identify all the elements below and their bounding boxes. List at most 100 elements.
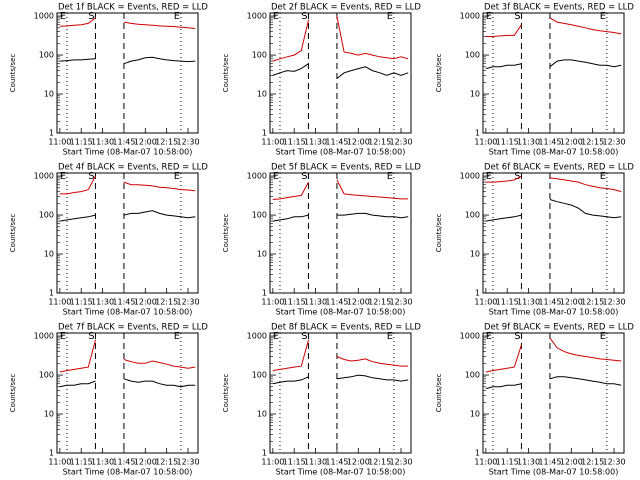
plot-frame [482, 12, 625, 134]
x-tick-label: 12:00 [560, 298, 583, 307]
annotation: S [514, 331, 520, 342]
x-tick-label: 11:30 [91, 138, 114, 147]
chart-title: Det 5f BLACK = Events, RED = LLD [271, 163, 421, 173]
x-tick-label: 12:30 [602, 458, 625, 467]
series-line [272, 179, 409, 200]
series-line [59, 56, 196, 65]
y-tick-label: 1 [475, 289, 480, 298]
y-tick-label: 1 [49, 289, 54, 298]
series-line [272, 339, 409, 372]
y-tick-label: 100 [252, 211, 267, 220]
annotation: S [88, 331, 94, 342]
y-axis-label: Counts/sec [9, 214, 17, 253]
annotation: S [301, 331, 307, 342]
y-tick-label: 1000 [460, 12, 480, 21]
annotation: E [600, 11, 606, 22]
y-axis-label: Counts/sec [9, 374, 17, 413]
y-tick-label: 1000 [460, 172, 480, 181]
annotation: E [486, 331, 492, 342]
y-tick-label: 10 [44, 410, 54, 419]
x-tick-label: 12:00 [347, 298, 370, 307]
y-axis-label: Counts/sec [435, 374, 443, 413]
annotation: S [514, 171, 520, 182]
x-tick-label: 12:30 [176, 298, 199, 307]
x-tick-label: 11:15 [496, 298, 519, 307]
series-line [485, 337, 622, 373]
x-axis-label: Start Time (08-Mar-07 10:58:00) [489, 148, 619, 157]
x-tick-label: 11:30 [304, 298, 327, 307]
annotation: E [174, 331, 180, 342]
y-tick-label: 1 [49, 129, 54, 138]
chart-title: Det 2f BLACK = Events, RED = LLD [271, 3, 421, 13]
y-tick-label: 10 [257, 250, 267, 259]
y-axis-label: Counts/sec [435, 54, 443, 93]
x-tick-label: 11:00 [474, 298, 497, 307]
x-tick-label: 11:00 [48, 138, 71, 147]
x-tick-label: 12:00 [560, 458, 583, 467]
x-axis-label: Start Time (08-Mar-07 10:58:00) [276, 308, 406, 317]
y-axis-label: Counts/sec [222, 374, 230, 413]
y-tick-label: 10 [257, 90, 267, 99]
x-tick-label: 12:15 [155, 138, 178, 147]
annotation: E [600, 331, 606, 342]
series-line [272, 16, 409, 62]
x-tick-label: 11:15 [70, 298, 93, 307]
y-tick-label: 100 [465, 51, 480, 60]
annotation: E [174, 11, 180, 22]
x-tick-label: 12:30 [389, 138, 412, 147]
y-tick-label: 10 [44, 250, 54, 259]
x-tick-label: 11:00 [474, 138, 497, 147]
annotation: E [60, 11, 66, 22]
annotation: S [301, 171, 307, 182]
plot-frame [482, 332, 625, 454]
x-tick-label: 12:30 [389, 458, 412, 467]
y-tick-label: 1000 [34, 12, 54, 21]
chart-title: Det 7f BLACK = Events, RED = LLD [58, 323, 208, 333]
x-tick-label: 12:15 [368, 298, 391, 307]
x-tick-label: 12:30 [602, 138, 625, 147]
y-tick-label: 1 [262, 289, 267, 298]
x-tick-label: 12:00 [347, 458, 370, 467]
x-tick-label: 11:45 [538, 298, 561, 307]
x-tick-label: 11:45 [325, 458, 348, 467]
series-line [59, 339, 196, 373]
y-tick-label: 100 [39, 211, 54, 220]
x-axis-label: Start Time (08-Mar-07 10:58:00) [63, 148, 193, 157]
x-tick-label: 11:15 [496, 138, 519, 147]
y-tick-label: 100 [465, 211, 480, 220]
x-tick-label: 12:15 [581, 298, 604, 307]
y-tick-label: 1000 [34, 332, 54, 341]
series-line [59, 17, 196, 29]
y-axis-label: Counts/sec [435, 214, 443, 253]
annotation: E [486, 11, 492, 22]
x-tick-label: 12:15 [581, 458, 604, 467]
plot-frame [56, 172, 199, 294]
plot-frame [269, 12, 412, 134]
x-tick-label: 12:00 [347, 138, 370, 147]
annotation: E [273, 171, 279, 182]
x-tick-label: 11:00 [48, 458, 71, 467]
annotation: E [387, 331, 393, 342]
x-axis-label: Start Time (08-Mar-07 10:58:00) [489, 308, 619, 317]
annotation: S [88, 11, 94, 22]
plot-frame [269, 332, 412, 454]
series-line [485, 199, 622, 222]
y-axis-label: Counts/sec [9, 54, 17, 93]
annotation: E [273, 331, 279, 342]
annotation: E [174, 171, 180, 182]
annotation: E [600, 171, 606, 182]
x-tick-label: 12:15 [368, 458, 391, 467]
x-tick-label: 12:30 [602, 298, 625, 307]
x-tick-label: 11:30 [91, 298, 114, 307]
series-line [59, 378, 196, 388]
x-tick-label: 12:00 [134, 138, 157, 147]
series-line [272, 63, 409, 79]
x-tick-label: 11:45 [538, 458, 561, 467]
x-axis-label: Start Time (08-Mar-07 10:58:00) [63, 308, 193, 317]
chart-title: Det 3f BLACK = Events, RED = LLD [484, 3, 634, 13]
y-tick-label: 1000 [460, 332, 480, 341]
x-tick-label: 11:45 [325, 298, 348, 307]
chart-title: Det 9f BLACK = Events, RED = LLD [484, 323, 634, 333]
series-line [59, 210, 196, 222]
x-axis-label: Start Time (08-Mar-07 10:58:00) [489, 468, 619, 477]
